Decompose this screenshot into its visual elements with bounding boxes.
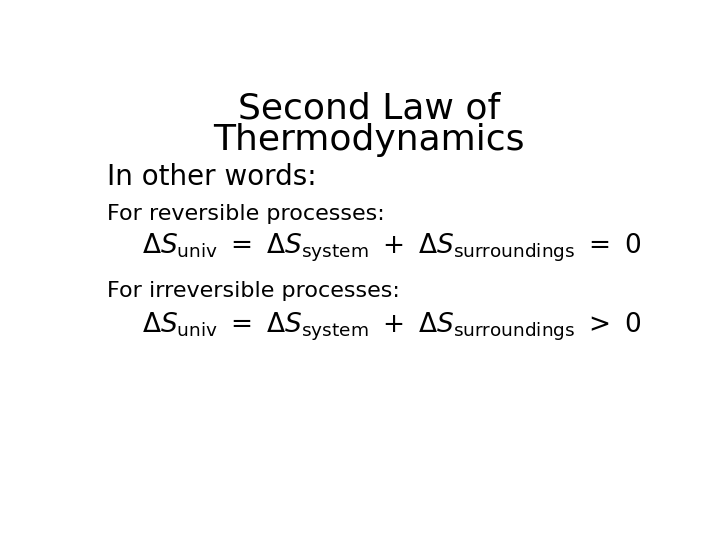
Text: Second Law of: Second Law of bbox=[238, 91, 500, 125]
Text: For reversible processes:: For reversible processes: bbox=[107, 205, 384, 225]
Text: In other words:: In other words: bbox=[107, 163, 316, 191]
Text: $\Delta S_{\mathregular{univ}}\ =\ \Delta S_{\mathregular{system}}\ +\ \Delta S_: $\Delta S_{\mathregular{univ}}\ =\ \Delt… bbox=[142, 232, 641, 264]
Text: Thermodynamics: Thermodynamics bbox=[213, 123, 525, 157]
Text: For irreversible processes:: For irreversible processes: bbox=[107, 281, 400, 301]
Text: $\Delta S_{\mathregular{univ}}\ =\ \Delta S_{\mathregular{system}}\ +\ \Delta S_: $\Delta S_{\mathregular{univ}}\ =\ \Delt… bbox=[142, 310, 641, 343]
